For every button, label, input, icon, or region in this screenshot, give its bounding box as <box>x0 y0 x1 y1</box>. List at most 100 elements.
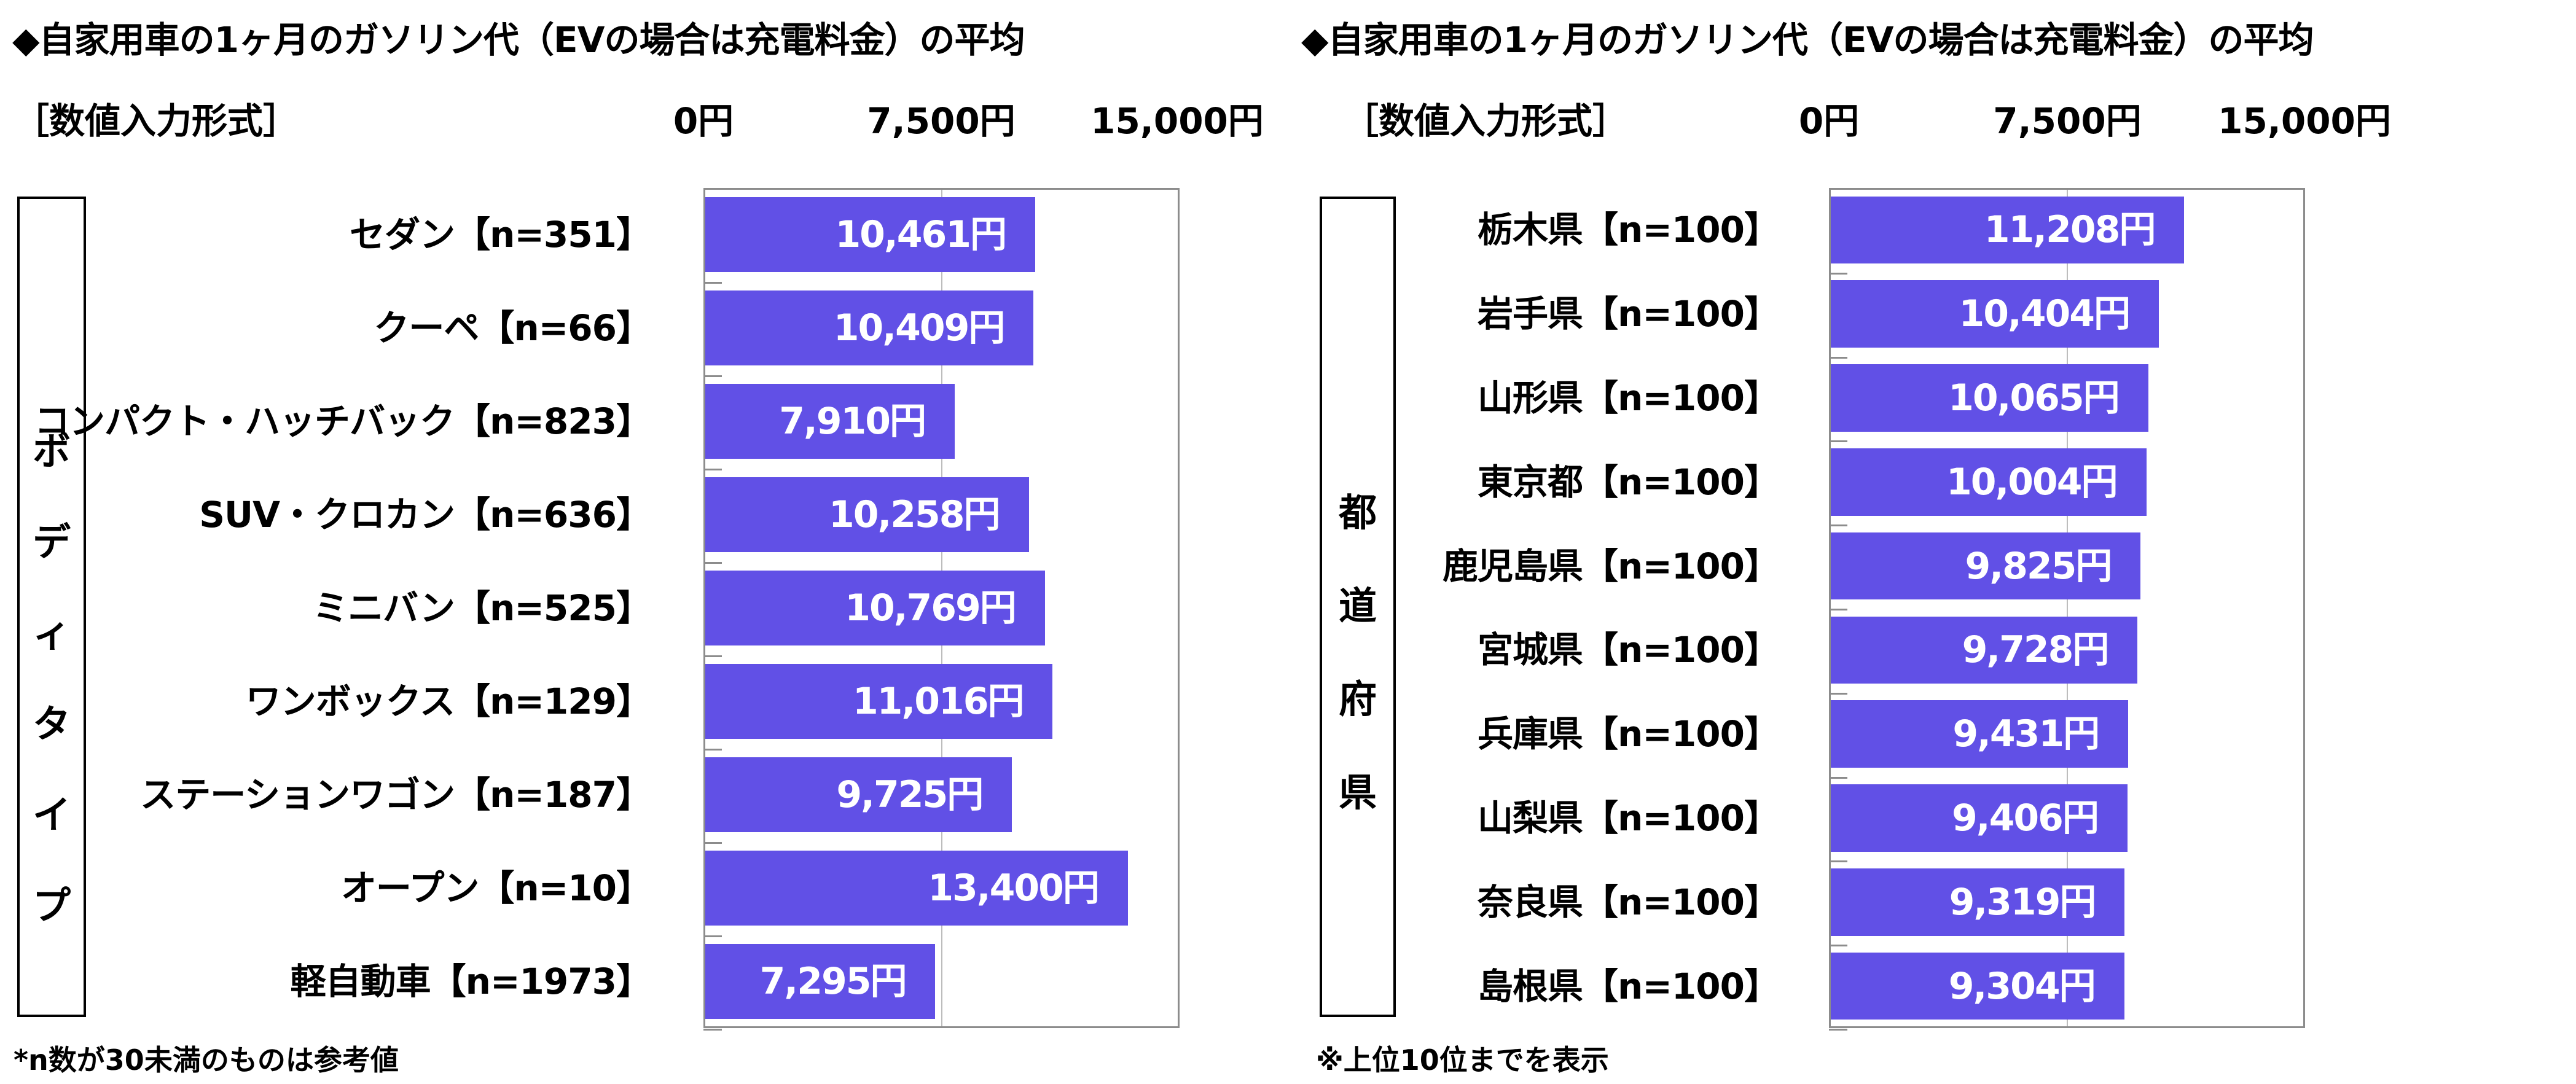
bar <box>705 664 1053 739</box>
group-label-box: 都道府県 <box>1320 197 1396 1017</box>
x-tick-label: 7,500円 <box>867 100 1016 142</box>
group-label-box: ボディタイプ <box>17 197 86 1017</box>
x-tick-label: 15,000円 <box>2218 100 2391 142</box>
y-tick-mark <box>1829 440 1847 443</box>
y-tick-mark <box>703 1029 722 1031</box>
x-tick-label: 0円 <box>673 100 734 142</box>
y-tick-mark <box>703 282 722 284</box>
category-label: 山梨県【n=100】 <box>1478 797 1780 839</box>
bar-value-label: 9,825円 <box>1965 544 2113 588</box>
category-label: 山形県【n=100】 <box>1478 377 1780 419</box>
x-tick-label: 7,500円 <box>1993 100 2142 142</box>
bar-value-label: 10,258円 <box>829 493 1001 536</box>
group-label-char: 道 <box>1338 583 1377 628</box>
bar <box>1831 196 2185 264</box>
category-label: 岩手県【n=100】 <box>1478 293 1780 335</box>
bar <box>705 757 1012 832</box>
bar-value-label: 9,725円 <box>836 773 984 816</box>
bar-value-label: 10,004円 <box>1946 460 2118 504</box>
y-tick-mark <box>1829 776 1847 779</box>
bar <box>1831 616 2138 684</box>
bar-value-label: 9,406円 <box>1952 797 2099 840</box>
y-tick-mark <box>703 469 722 470</box>
chart-title: ◆自家用車の1ヶ月のガソリン代（EVの場合は充電料金）の平均 <box>12 19 1025 61</box>
bar <box>705 477 1029 552</box>
bar-value-label: 9,304円 <box>1948 964 2096 1008</box>
y-tick-mark <box>1829 945 1847 947</box>
group-label-char: デ <box>32 520 71 564</box>
group-label: 都道府県 <box>1322 482 1393 855</box>
bar <box>1831 364 2148 432</box>
category-label: 宮城県【n=100】 <box>1478 629 1780 671</box>
bar <box>1831 952 2124 1020</box>
y-tick-mark <box>703 749 722 751</box>
category-label: ワンボックス【n=129】 <box>245 680 652 722</box>
bar-value-label: 7,295円 <box>759 960 907 1003</box>
y-tick-mark <box>703 655 722 657</box>
bar-value-label: 10,409円 <box>833 306 1006 349</box>
bar-value-label: 10,404円 <box>1959 292 2131 336</box>
category-label: 東京都【n=100】 <box>1478 461 1780 503</box>
bar-value-label: 9,319円 <box>1949 880 2097 924</box>
bar-value-label: 13,400円 <box>928 867 1100 910</box>
group-label-char: 県 <box>1338 770 1377 815</box>
category-label: ミニバン【n=525】 <box>313 587 652 629</box>
category-label: 栃木県【n=100】 <box>1478 209 1780 251</box>
category-label: 鹿児島県【n=100】 <box>1443 545 1780 587</box>
category-label: 兵庫県【n=100】 <box>1478 713 1780 755</box>
category-label: 軽自動車【n=1973】 <box>290 961 652 1002</box>
y-tick-mark <box>1829 1029 1847 1031</box>
bar <box>1831 868 2125 936</box>
y-tick-mark <box>1829 356 1847 359</box>
chart-title: ◆自家用車の1ヶ月のガソリン代（EVの場合は充電料金）の平均 <box>1301 19 2314 61</box>
bar-value-label: 11,208円 <box>1984 208 2156 252</box>
category-label: 島根県【n=100】 <box>1478 965 1780 1007</box>
footnote: ※上位10位までを表示 <box>1316 1043 1609 1077</box>
bar <box>1831 448 2147 516</box>
bar <box>1831 280 2159 348</box>
category-label: セダン【n=351】 <box>350 214 652 255</box>
group-label-char: タ <box>32 701 71 746</box>
bar-value-label: 10,065円 <box>1948 376 2120 419</box>
bar <box>705 197 1035 272</box>
bar <box>1831 700 2129 768</box>
group-label-char: イ <box>32 792 71 837</box>
category-label: ステーションワゴン【n=187】 <box>140 774 652 816</box>
category-label: 奈良県【n=100】 <box>1478 881 1780 923</box>
bar <box>1831 784 2128 852</box>
y-tick-mark <box>1829 524 1847 527</box>
y-tick-mark <box>703 935 722 937</box>
bar-value-label: 7,910円 <box>779 400 926 443</box>
chart-panel-prefecture: ◆自家用車の1ヶ月のガソリン代（EVの場合は充電料金）の平均 ［数値入力形式］ … <box>1288 0 2575 1084</box>
y-tick-mark <box>1829 692 1847 695</box>
group-label: ボディタイプ <box>20 420 84 965</box>
y-tick-mark <box>703 375 722 377</box>
gridline <box>2067 190 2068 1026</box>
category-label: オープン【n=10】 <box>340 867 652 909</box>
group-label-char: 府 <box>1338 677 1377 722</box>
format-label: ［数値入力形式］ <box>14 100 299 142</box>
bar <box>1831 532 2141 600</box>
chart-panel-body-type: ◆自家用車の1ヶ月のガソリン代（EVの場合は充電料金）の平均 ［数値入力形式］ … <box>12 19 1264 1077</box>
y-tick-mark <box>1829 272 1847 275</box>
category-label: クーペ【n=66】 <box>374 307 652 349</box>
x-tick-label: 15,000円 <box>1090 100 1264 142</box>
bar <box>705 944 936 1019</box>
bar <box>705 851 1128 926</box>
x-tick-label: 0円 <box>1798 100 1860 142</box>
bar <box>705 384 955 459</box>
group-label-char: ィ <box>32 610 71 655</box>
bar <box>705 571 1045 645</box>
category-label: コンパクト・ハッチバック【n=823】 <box>34 400 652 442</box>
bar-value-label: 11,016円 <box>852 680 1025 723</box>
format-label: ［数値入力形式］ <box>1343 100 1629 142</box>
bar-value-label: 9,728円 <box>1962 628 2110 672</box>
footnote: *n数が30未満のものは参考値 <box>14 1043 399 1077</box>
bar <box>705 290 1034 365</box>
bar-value-label: 10,769円 <box>845 587 1017 630</box>
group-label-char: ボ <box>32 429 71 474</box>
y-tick-mark <box>703 562 722 564</box>
y-tick-mark <box>703 842 722 844</box>
category-label: SUV・クロカン【n=636】 <box>199 494 652 536</box>
y-tick-mark <box>1829 609 1847 610</box>
